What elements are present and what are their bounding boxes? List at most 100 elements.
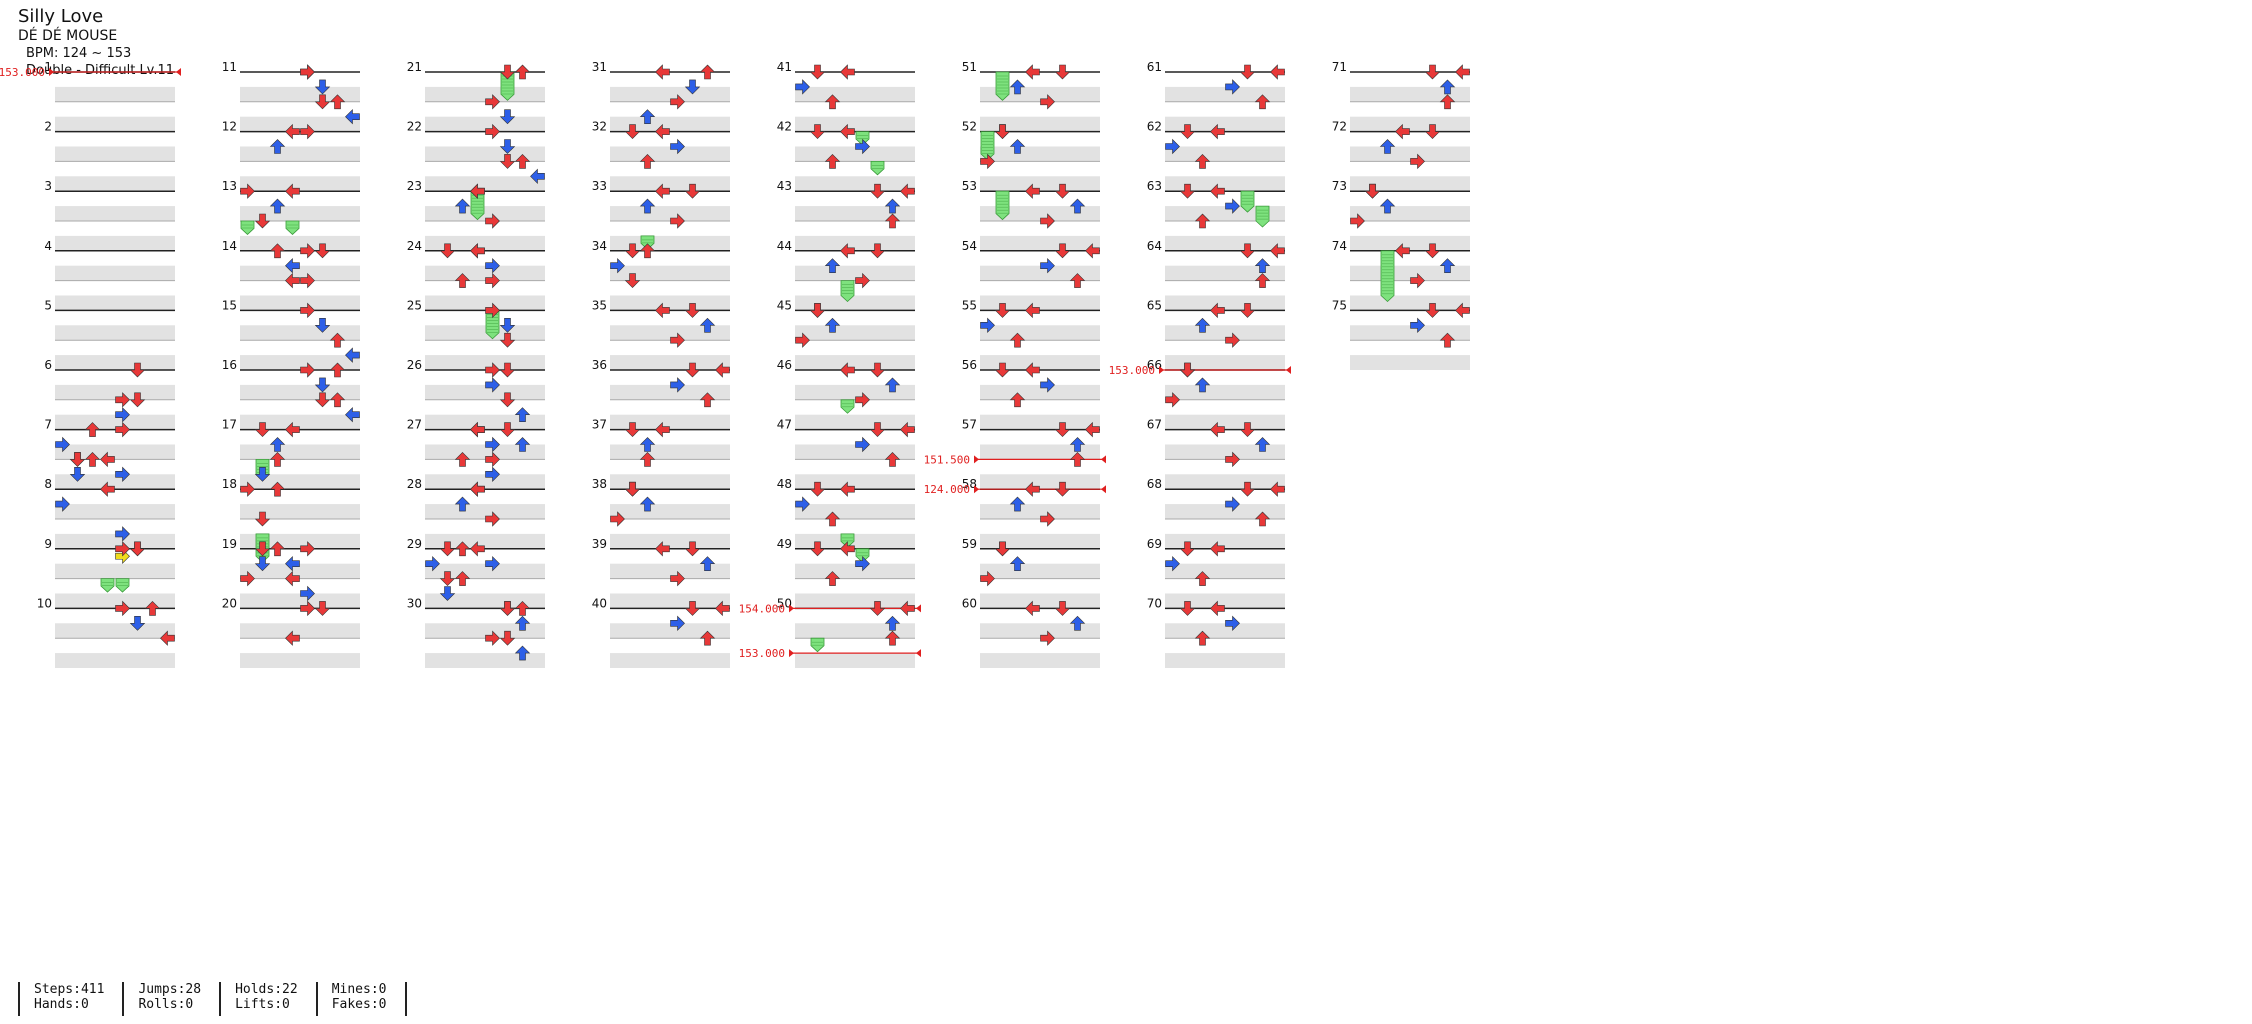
measure-number: 2	[44, 120, 52, 134]
arrow-note-icon	[884, 451, 901, 467]
measure-number: 16	[222, 358, 237, 372]
arrow-note-icon	[1165, 138, 1180, 155]
arrow-note-icon	[824, 153, 841, 169]
arrow-note-icon	[454, 198, 471, 214]
beat-band	[1350, 355, 1470, 370]
arrow-note-icon	[1040, 257, 1055, 274]
arrow-note-icon	[639, 496, 656, 512]
arrow-note-icon	[1179, 183, 1196, 199]
arrow-shape	[670, 615, 685, 632]
arrow-note-icon	[1025, 600, 1040, 617]
measure-number: 69	[1147, 537, 1162, 551]
arrow-shape	[1410, 272, 1425, 289]
arrow-note-icon	[1210, 541, 1225, 557]
beat-band	[795, 295, 915, 311]
arrow-shape	[624, 124, 641, 140]
arrow-shape	[869, 243, 886, 259]
beat-band	[55, 384, 175, 400]
arrow-note-icon	[115, 406, 130, 423]
hold-note	[995, 71, 1010, 101]
measure-number: 73	[1332, 179, 1347, 193]
arrow-shape	[1009, 392, 1026, 408]
arrow-shape	[840, 123, 855, 140]
arrow-note-icon	[499, 64, 516, 80]
beat-band	[610, 235, 730, 251]
arrow-note-icon	[84, 451, 101, 467]
arrow-shape	[1424, 303, 1441, 318]
measure-number: 48	[777, 477, 792, 491]
arrow-note-icon	[684, 541, 701, 557]
arrow-shape	[1439, 332, 1456, 348]
arrow-shape	[639, 198, 656, 214]
beat-band	[1165, 533, 1285, 549]
arrow-note-icon	[1225, 332, 1240, 348]
beat-band	[55, 325, 175, 341]
arrow-note-icon	[269, 437, 286, 452]
measure-7: 7	[44, 418, 175, 490]
arrow-note-icon	[499, 601, 516, 616]
measure-number: 9	[44, 537, 52, 551]
measure-15: 15	[222, 298, 360, 370]
arrow-shape	[329, 332, 346, 348]
arrow-note-icon	[1054, 422, 1071, 438]
arrow-shape	[1254, 437, 1271, 452]
arrow-note-icon	[269, 243, 286, 259]
measure-1: 1	[44, 60, 175, 132]
arrow-note-icon	[329, 332, 346, 348]
arrow-note-icon	[840, 243, 855, 259]
arrow-shape	[624, 243, 641, 259]
arrow-note-icon	[329, 392, 346, 408]
beat-band	[1350, 86, 1470, 102]
beat-band	[795, 235, 915, 251]
measure-53: 53	[962, 179, 1100, 251]
arrow-note-icon	[1069, 451, 1086, 467]
measure-number: 68	[1147, 477, 1162, 491]
beat-band	[610, 504, 730, 519]
arrow-note-icon	[514, 615, 531, 631]
arrow-shape	[55, 436, 70, 453]
arrow-note-icon	[624, 273, 641, 289]
arrow-note-icon	[1069, 273, 1086, 288]
arrow-shape	[980, 153, 995, 170]
arrow-shape	[314, 79, 331, 95]
arrow-shape	[1225, 496, 1240, 512]
stat-fakes: Fakes:0	[331, 997, 387, 1012]
arrow-shape	[485, 213, 500, 229]
arrow-shape	[1254, 273, 1271, 288]
arrow-shape	[1025, 302, 1040, 319]
arrow-note-icon	[715, 600, 730, 617]
beat-band	[1165, 116, 1285, 132]
arrow-note-icon	[115, 392, 130, 408]
beat-band	[1165, 86, 1285, 102]
arrow-note-icon	[699, 556, 716, 572]
arrow-note-icon	[1270, 243, 1285, 259]
arrow-shape	[499, 332, 516, 348]
beat-band	[795, 146, 915, 162]
arrow-note-icon	[1025, 362, 1040, 378]
stat-jumps: Jumps:28	[138, 982, 202, 997]
arrow-shape	[610, 511, 625, 527]
arrow-note-icon	[115, 526, 130, 542]
measure-20: 20	[222, 596, 360, 668]
beat-band	[795, 384, 915, 400]
measure-number: 51	[962, 60, 977, 74]
arrow-shape	[485, 451, 500, 468]
measure-number: 64	[1147, 239, 1162, 253]
arrow-note-icon	[655, 183, 670, 199]
measure-number: 29	[407, 537, 422, 551]
arrow-note-icon	[269, 198, 286, 214]
arrow-note-icon	[439, 586, 456, 601]
measure-72: 72	[1332, 120, 1470, 192]
measure-number: 6	[44, 358, 52, 372]
arrow-shape	[809, 481, 826, 497]
beat-band	[425, 176, 545, 192]
arrow-shape	[1179, 541, 1196, 557]
arrow-note-icon	[129, 392, 146, 408]
measure-26: 26	[407, 358, 545, 430]
arrow-shape	[499, 362, 516, 378]
arrow-shape	[655, 123, 670, 140]
beat-band	[610, 325, 730, 341]
arrow-note-icon	[639, 153, 656, 169]
arrow-note-icon	[69, 466, 86, 482]
arrow-shape	[314, 94, 331, 110]
